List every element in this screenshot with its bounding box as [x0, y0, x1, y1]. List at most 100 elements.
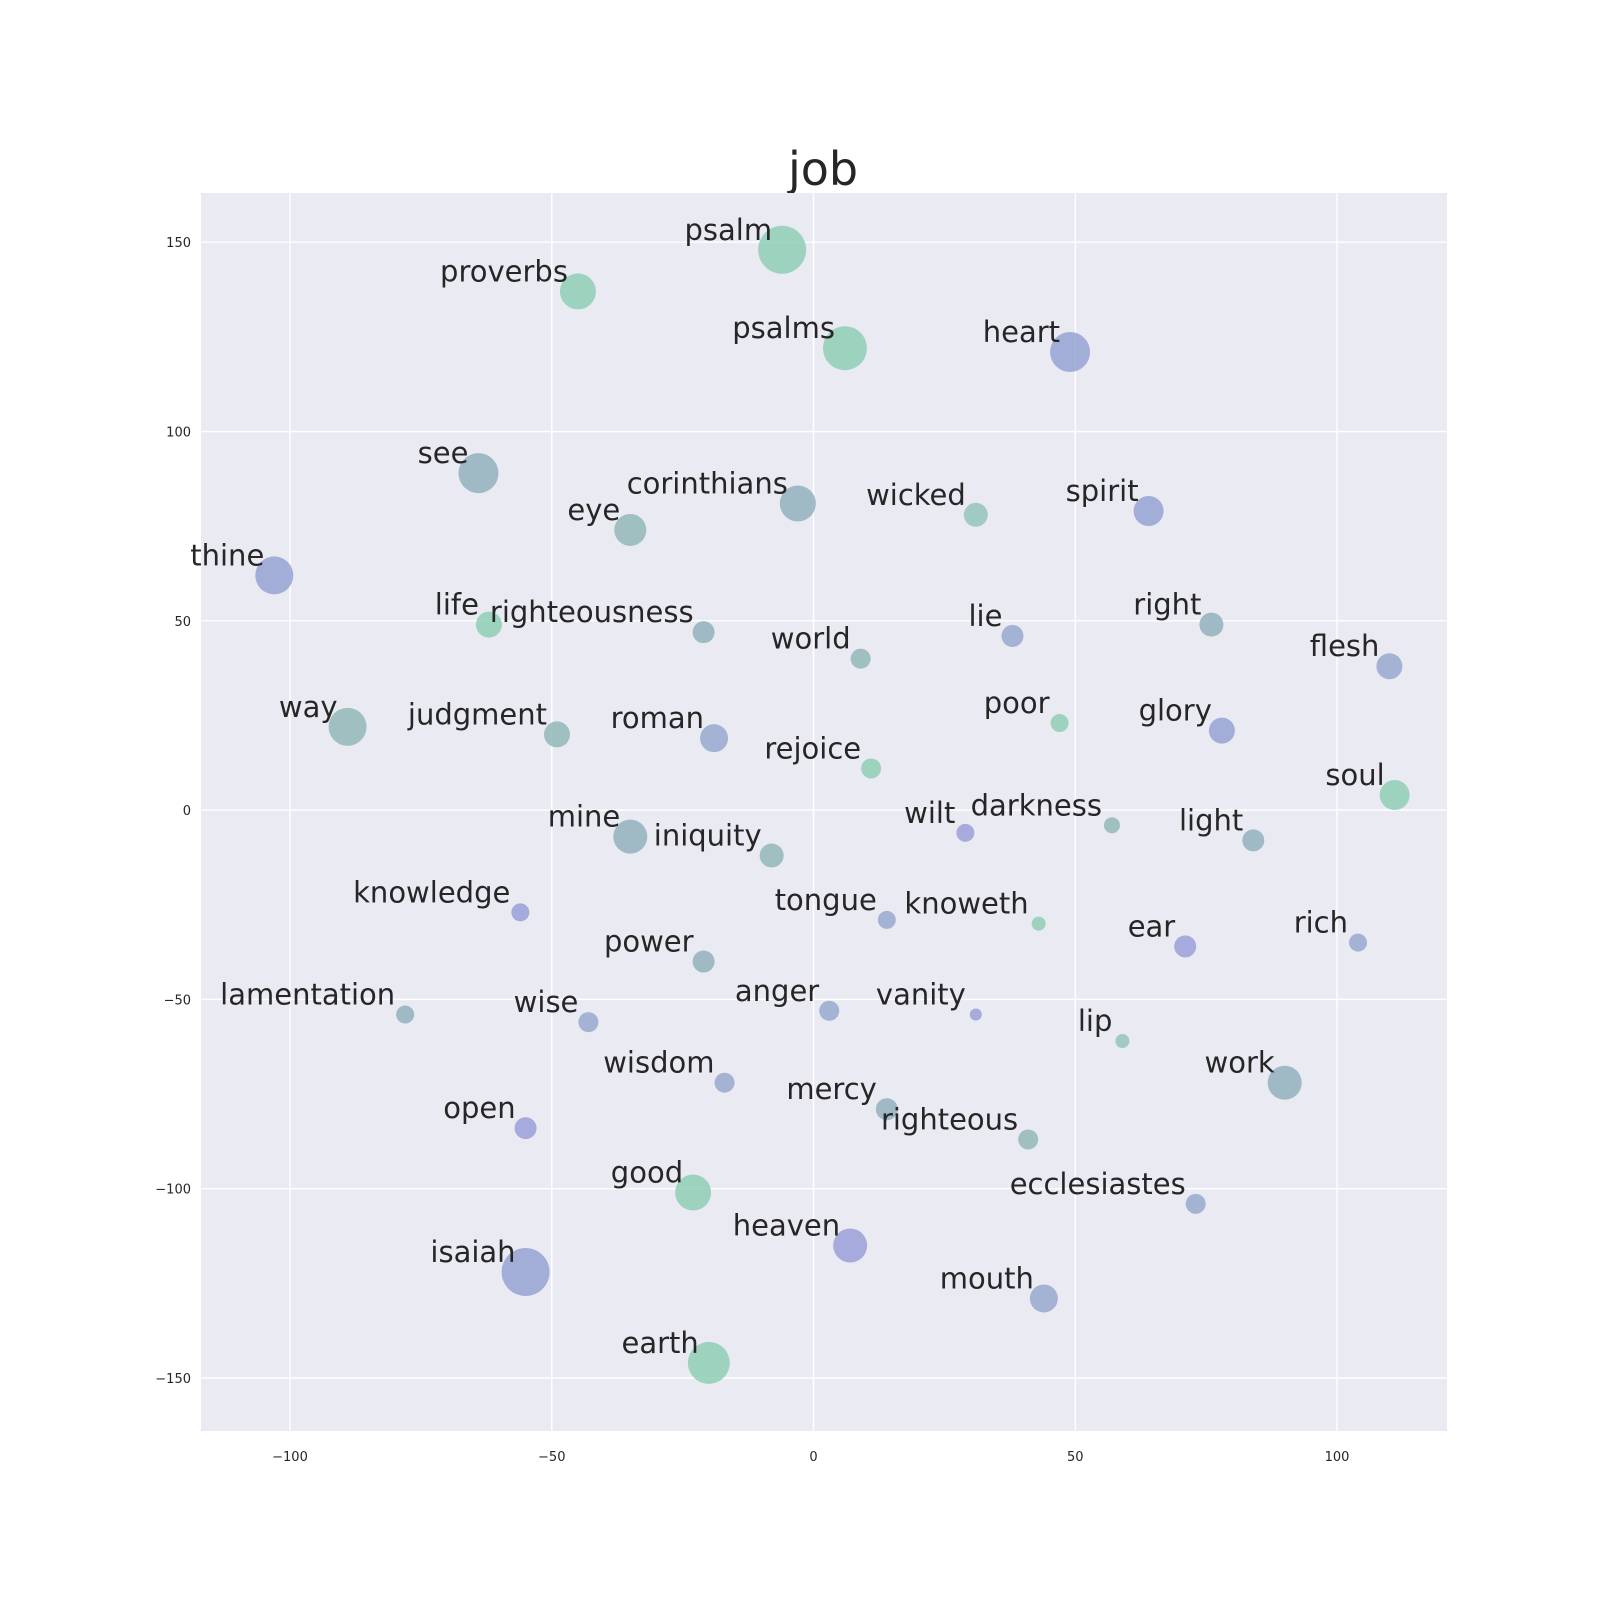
data-point-work — [1267, 1065, 1302, 1100]
point-label-soul: soul — [1325, 758, 1384, 792]
x-tick-label: −100 — [272, 1450, 308, 1465]
data-point-ecclesiastes — [1185, 1193, 1206, 1214]
point-label-life: life — [435, 588, 479, 622]
point-label-flesh: flesh — [1310, 629, 1380, 663]
point-label-knowledge: knowledge — [353, 875, 510, 909]
point-label-right: right — [1133, 588, 1201, 622]
data-point-darkness — [1103, 817, 1120, 834]
point-label-light: light — [1179, 803, 1243, 837]
y-tick-label: −150 — [155, 1372, 191, 1387]
data-point-wicked — [963, 502, 988, 527]
data-point-ear — [1174, 935, 1197, 958]
point-label-rejoice: rejoice — [764, 731, 861, 765]
point-label-power: power — [604, 925, 694, 959]
point-label-proverbs: proverbs — [440, 254, 568, 288]
x-tick-label: 50 — [1067, 1450, 1084, 1465]
x-tick-label: 0 — [809, 1450, 817, 1465]
data-point-good — [675, 1174, 712, 1211]
point-label-iniquity: iniquity — [654, 819, 762, 853]
data-point-vanity — [969, 1008, 982, 1021]
point-label-anger: anger — [735, 974, 819, 1008]
data-point-lip — [1115, 1034, 1130, 1049]
point-label-lip: lip — [1078, 1004, 1113, 1038]
data-point-knoweth — [1031, 916, 1046, 931]
data-point-spirit — [1133, 496, 1164, 527]
data-point-righteous — [1018, 1129, 1039, 1150]
data-point-mouth — [1029, 1284, 1058, 1313]
data-point-light — [1242, 829, 1265, 852]
point-label-vanity: vanity — [876, 978, 966, 1012]
data-point-eye — [614, 513, 647, 546]
data-point-glory — [1208, 717, 1235, 744]
data-point-knowledge — [511, 903, 530, 922]
y-tick-label: 100 — [166, 426, 191, 441]
chart-title: job — [787, 142, 858, 196]
data-point-world — [850, 648, 871, 669]
data-point-lie — [1001, 624, 1024, 647]
point-label-glory: glory — [1139, 694, 1212, 728]
point-label-heaven: heaven — [733, 1208, 840, 1242]
point-label-heart: heart — [983, 315, 1060, 349]
data-point-open — [514, 1117, 537, 1140]
point-label-spirit: spirit — [1066, 474, 1139, 508]
y-tick-label: 0 — [183, 804, 191, 819]
data-point-roman — [700, 724, 729, 753]
tick-labels: −100 −50 0 50 100 150 100 50 0 −50 −100 −150 — [155, 236, 1349, 1465]
data-point-judgment — [544, 721, 570, 748]
point-label-open: open — [443, 1091, 515, 1125]
point-label-eye: eye — [567, 493, 620, 527]
data-point-soul — [1379, 779, 1410, 810]
data-point-righteousness — [692, 621, 715, 644]
data-point-right — [1199, 612, 1224, 637]
data-point-mercy — [875, 1098, 898, 1121]
data-point-wisdom — [714, 1072, 735, 1093]
data-point-earth — [687, 1341, 730, 1384]
data-point-psalms — [822, 326, 867, 371]
point-label-poor: poor — [984, 686, 1050, 720]
data-point-way — [328, 707, 367, 746]
point-label-mine: mine — [548, 800, 621, 834]
data-point-proverbs — [559, 273, 596, 310]
data-point-life — [475, 611, 502, 638]
point-label-isaiah: isaiah — [430, 1235, 515, 1269]
point-label-righteousness: righteousness — [490, 595, 694, 629]
x-tick-label: 100 — [1325, 1450, 1350, 1465]
data-point-isaiah — [501, 1247, 550, 1296]
data-point-power — [692, 950, 715, 973]
point-label-world: world — [771, 622, 851, 656]
data-point-see — [458, 453, 499, 494]
point-labels: psalm proverbs psalms heart see corinthians wi… — [190, 213, 1384, 1360]
y-tick-label: −50 — [164, 993, 191, 1008]
data-point-tongue — [877, 910, 896, 929]
data-point-iniquity — [759, 843, 784, 868]
data-point-poor — [1050, 714, 1069, 733]
point-label-good: good — [611, 1155, 683, 1189]
data-point-flesh — [1376, 653, 1403, 680]
data-point-anger — [819, 1000, 840, 1021]
y-tick-label: 150 — [166, 236, 191, 251]
y-tick-label: −100 — [155, 1183, 191, 1198]
data-point-lamentation — [396, 1005, 415, 1024]
point-label-ecclesiastes: ecclesiastes — [1010, 1167, 1186, 1201]
data-point-wilt — [956, 823, 975, 842]
point-label-judgment: judgment — [407, 697, 547, 731]
data-point-wise — [578, 1012, 599, 1033]
data-point-corinthians — [779, 485, 816, 522]
data-point-heaven — [833, 1228, 868, 1263]
data-point-psalm — [758, 225, 807, 274]
data-point-rich — [1349, 933, 1367, 952]
data-point-mine — [613, 819, 648, 854]
point-label-wise: wise — [514, 985, 579, 1019]
point-label-corinthians: corinthians — [627, 466, 788, 500]
point-label-righteous: righteous — [881, 1102, 1018, 1136]
point-label-way: way — [279, 690, 338, 724]
data-point-thine — [255, 556, 294, 595]
point-label-wilt: wilt — [904, 796, 955, 830]
point-label-earth: earth — [622, 1326, 699, 1360]
point-label-mouth: mouth — [940, 1261, 1034, 1295]
point-label-lie: lie — [969, 599, 1003, 633]
point-label-rich: rich — [1294, 906, 1348, 940]
point-label-mercy: mercy — [786, 1072, 876, 1106]
y-tick-label: 50 — [174, 615, 191, 630]
